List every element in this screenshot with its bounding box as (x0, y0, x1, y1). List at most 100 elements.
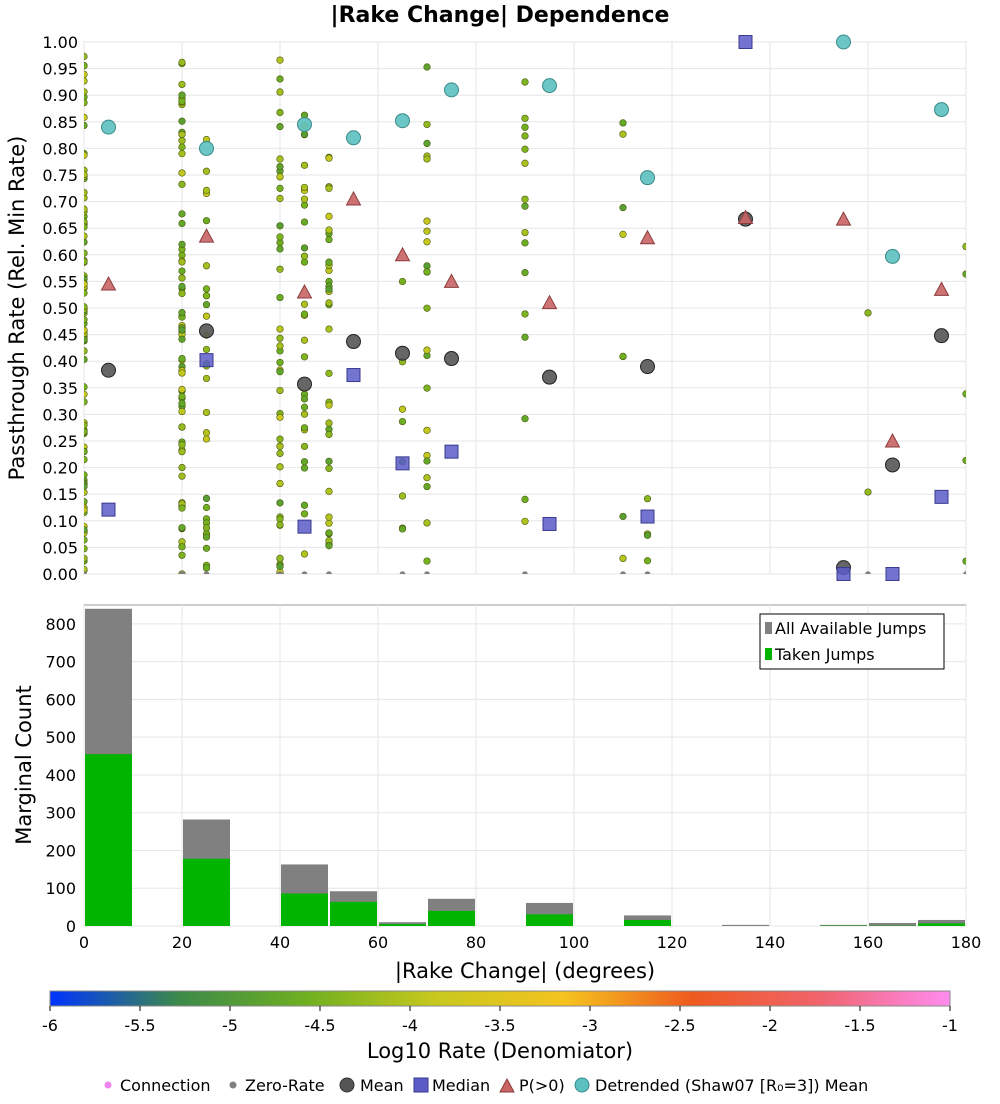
connection-point (522, 240, 529, 247)
mean-marker (200, 324, 214, 338)
connection-point (81, 122, 88, 129)
zero-rate-point (865, 571, 871, 577)
connection-point (81, 63, 88, 70)
connection-point (620, 120, 627, 127)
connection-point (203, 429, 210, 436)
median-marker (543, 517, 556, 530)
detrended-mean-marker (641, 171, 655, 185)
mean-marker (347, 335, 361, 349)
connection-point (301, 311, 308, 318)
colorbar-tick-label: -6 (42, 1016, 58, 1035)
marker-legend: Connection Zero-Rate Mean Median P(>0) D… (105, 1076, 869, 1095)
histogram-y-tick-label: 600 (45, 690, 76, 709)
connection-point (81, 258, 88, 265)
connection-point (81, 114, 88, 121)
connection-point (424, 140, 431, 147)
connection-point (963, 391, 970, 398)
scatter-y-tick-label: 0.90 (42, 86, 78, 105)
connection-point (424, 268, 431, 275)
connection-point (424, 520, 431, 527)
legend-connection-marker (105, 1082, 112, 1089)
mean-marker (102, 363, 116, 377)
connection-point (179, 464, 186, 471)
connection-point (179, 131, 186, 138)
connection-point (179, 92, 186, 99)
connection-point (81, 384, 88, 391)
all-jumps-bar (722, 925, 769, 926)
scatter-y-tick-label: 0.80 (42, 139, 78, 158)
connection-point (399, 406, 406, 413)
connection-point (179, 309, 186, 316)
median-marker (445, 445, 458, 458)
connection-point (424, 228, 431, 235)
connection-point (179, 137, 186, 144)
colorbar-tick-label: -4 (402, 1016, 418, 1035)
median-marker (886, 568, 899, 581)
connection-point (81, 428, 88, 435)
legend-zero-rate-label: Zero-Rate (245, 1076, 325, 1095)
connection-point (81, 290, 88, 297)
connection-point (179, 220, 186, 227)
connection-point (963, 558, 970, 565)
scatter-y-tick-label: 0.35 (42, 379, 78, 398)
connection-point (277, 89, 284, 96)
connection-point (277, 343, 284, 350)
connection-point (620, 231, 627, 238)
connection-point (179, 336, 186, 343)
zero-rate-point (645, 571, 651, 577)
connection-point (301, 396, 308, 403)
connection-point (277, 185, 284, 192)
connection-point (81, 316, 88, 323)
histogram-y-tick-label: 500 (45, 728, 76, 747)
connection-point (81, 206, 88, 213)
connection-point (326, 488, 333, 495)
connection-point (399, 526, 406, 533)
connection-point (277, 359, 284, 366)
connection-point (179, 275, 186, 282)
connection-point (203, 534, 210, 541)
connection-point (522, 334, 529, 341)
colorbar-tick-label: -2.5 (664, 1016, 695, 1035)
connection-point (644, 532, 651, 539)
histogram-x-tick-label: 120 (657, 933, 688, 952)
taken-jumps-bar (918, 923, 965, 926)
scatter-y-tick-label: 0.95 (42, 60, 78, 79)
histogram-x-tick-label: 0 (79, 933, 89, 952)
connection-point (277, 163, 284, 170)
connection-point (326, 326, 333, 333)
connection-point (301, 253, 308, 260)
connection-point (277, 195, 284, 202)
histogram-y-tick-label: 0 (66, 917, 76, 936)
connection-point (179, 393, 186, 400)
scatter-y-tick-label: 0.65 (42, 219, 78, 238)
histogram-y-tick-label: 300 (45, 804, 76, 823)
connection-point (277, 443, 284, 450)
connection-point (203, 565, 210, 572)
connection-point (179, 505, 186, 512)
connection-point (81, 472, 88, 479)
connection-point (326, 236, 333, 243)
legend-detrended-label: Detrended (Shaw07 [R₀=3]) Mean (595, 1076, 868, 1095)
detrended-mean-marker (445, 83, 459, 97)
legend-mean-label: Mean (360, 1076, 404, 1095)
connection-point (277, 266, 284, 273)
connection-point (179, 211, 186, 218)
connection-point (522, 229, 529, 236)
connection-point (301, 458, 308, 465)
connection-point (326, 227, 333, 234)
connection-point (522, 160, 529, 167)
connection-point (179, 544, 186, 551)
connection-point (963, 271, 970, 278)
zero-rate-point (326, 571, 332, 577)
connection-point (179, 181, 186, 188)
zero-rate-point (424, 571, 430, 577)
connection-point (326, 213, 333, 220)
connection-point (81, 281, 88, 288)
taken-jumps-bar (428, 911, 475, 926)
zero-rate-point (963, 571, 969, 577)
connection-point (203, 187, 210, 194)
connection-point (203, 168, 210, 175)
mean-marker (886, 458, 900, 472)
connection-point (277, 335, 284, 342)
